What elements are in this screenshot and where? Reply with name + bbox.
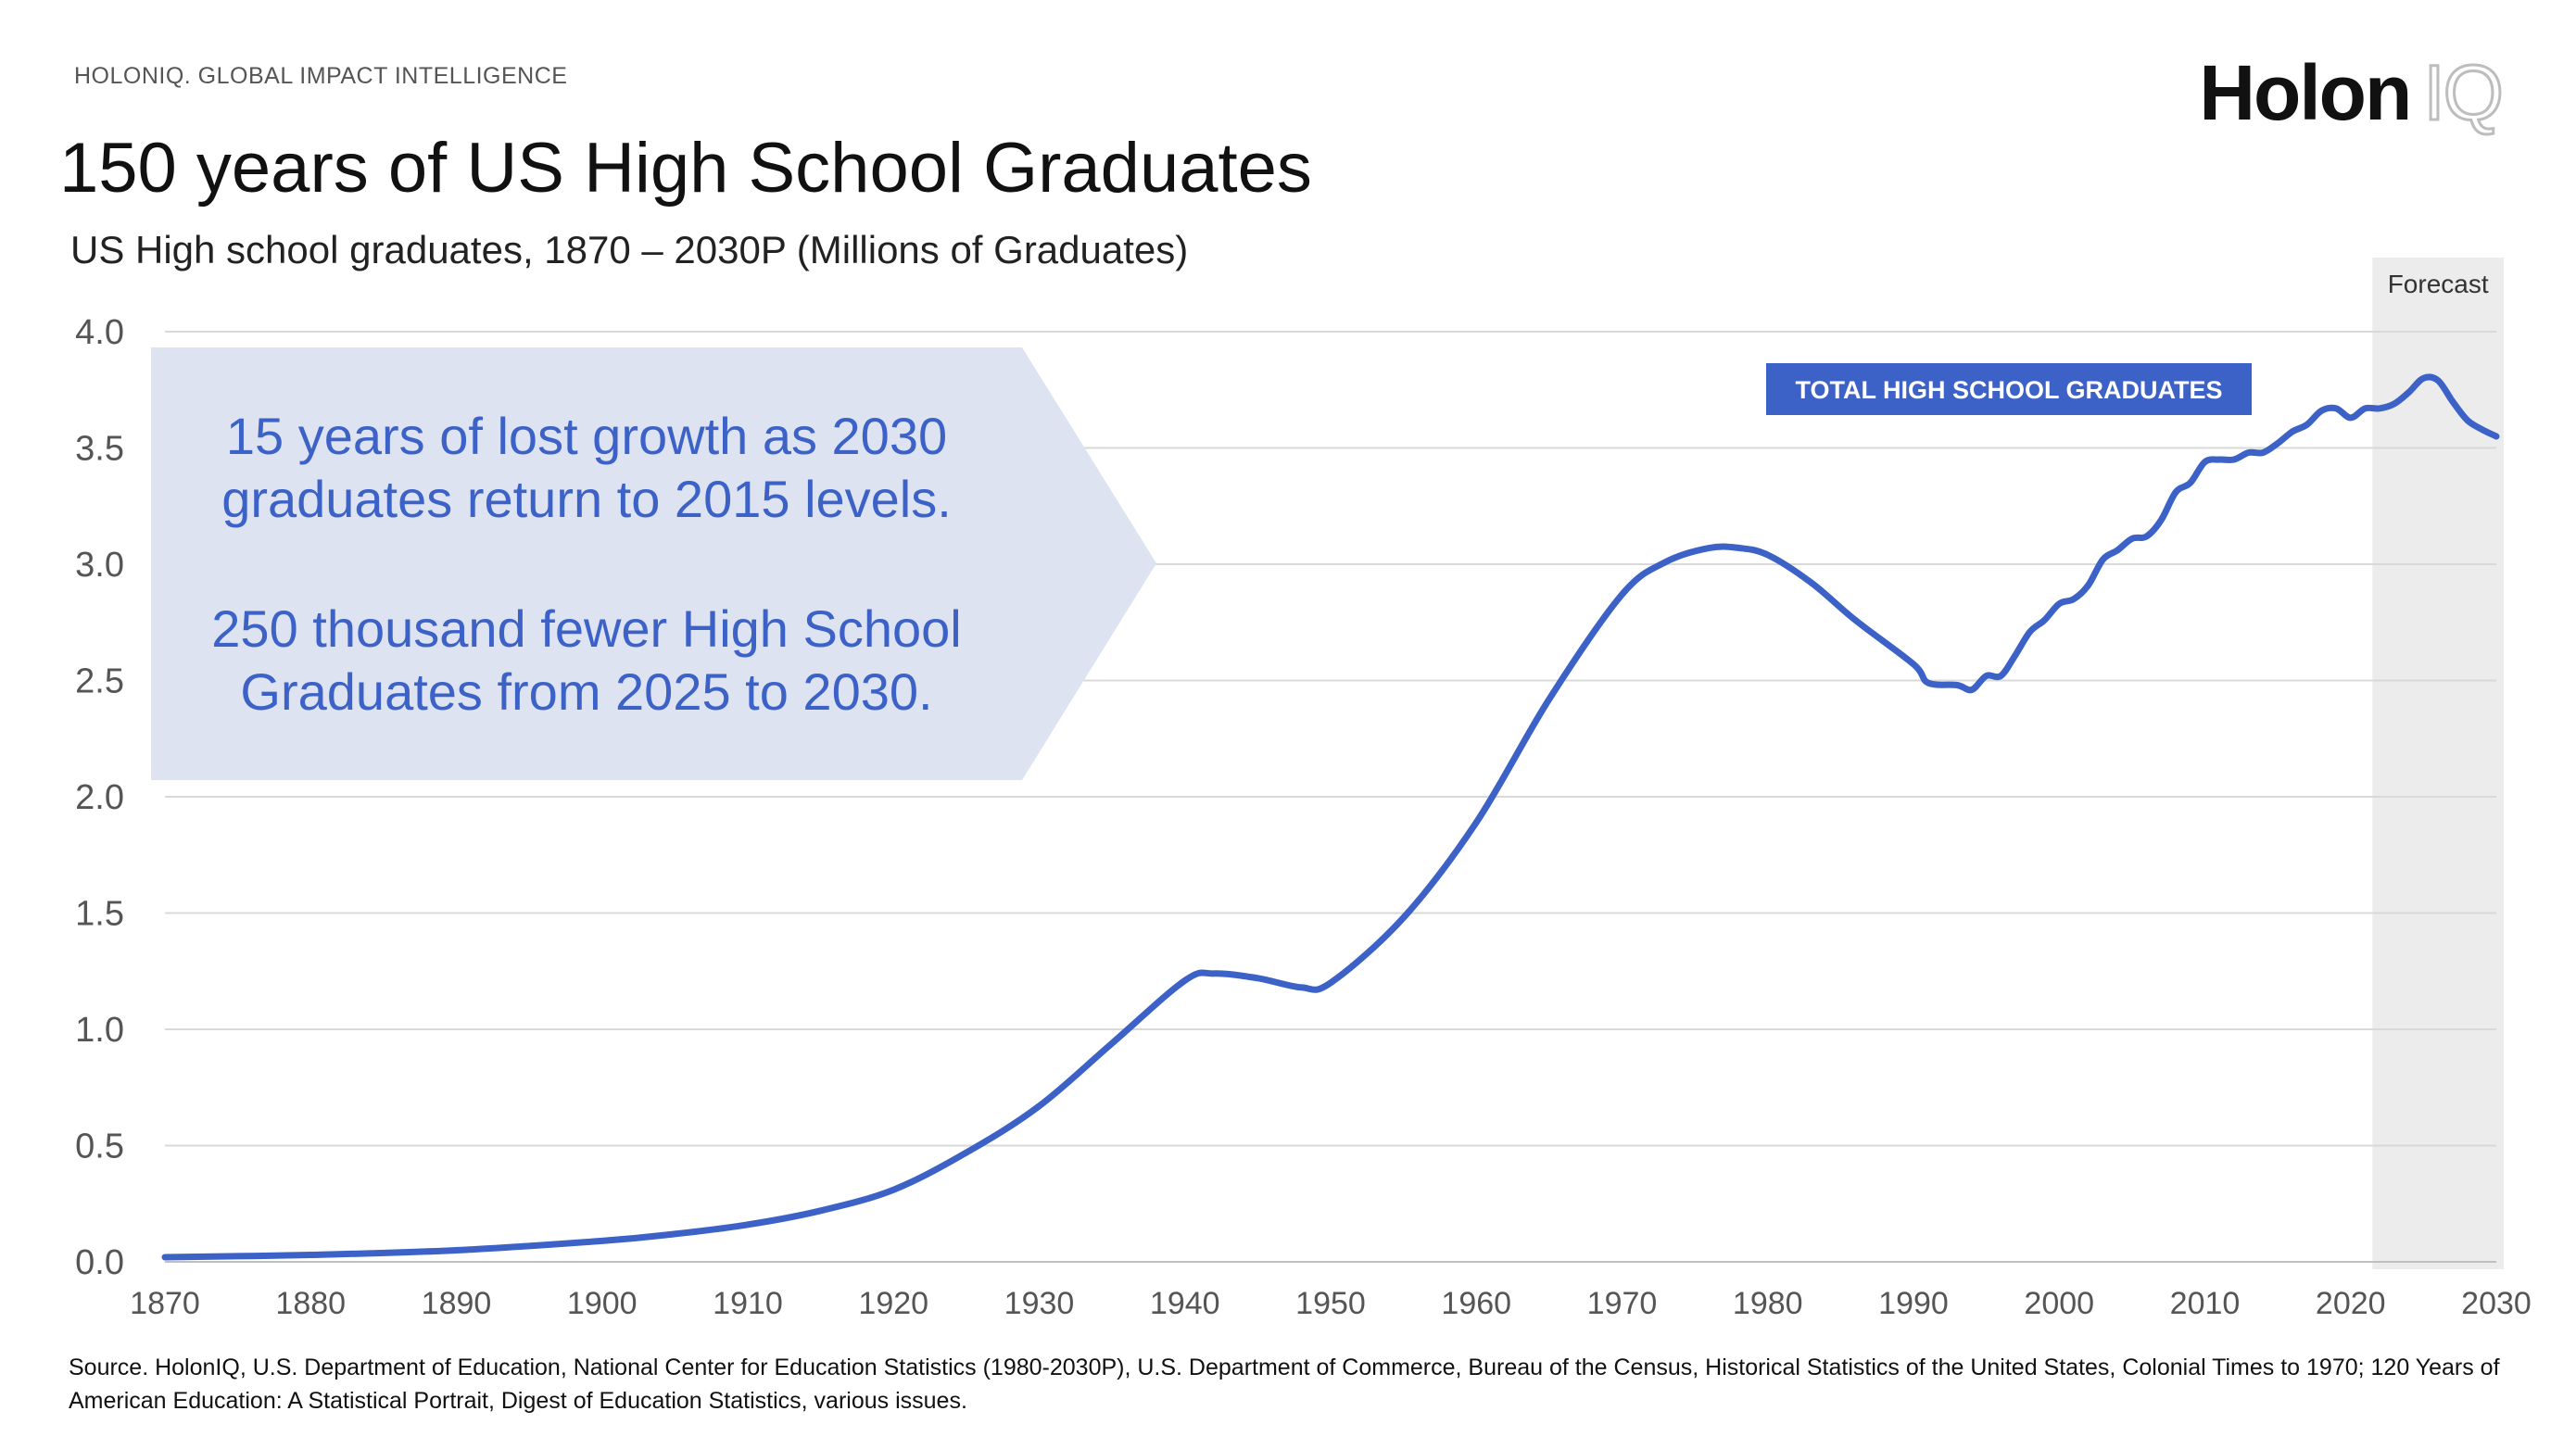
logo-holon: Holon — [2199, 49, 2412, 136]
y-tick-label: 2.0 — [75, 778, 124, 817]
callout-line-2: graduates return to 2015 levels. — [221, 470, 952, 528]
callout-box — [151, 347, 1156, 780]
callout-line-1: 15 years of lost growth as 2030 — [226, 407, 947, 465]
legend-label: TOTAL HIGH SCHOOL GRADUATES — [1795, 376, 2222, 404]
x-tick-label: 1930 — [1004, 1286, 1075, 1321]
x-tick-label: 1950 — [1295, 1286, 1366, 1321]
callout-line-3: 250 thousand fewer High School — [211, 599, 961, 658]
x-tick-label: 1900 — [567, 1286, 638, 1321]
y-tick-label: 3.0 — [75, 546, 124, 585]
kicker-text: HOLONIQ. GLOBAL IMPACT INTELLIGENCE — [74, 63, 568, 89]
source-note: Source. HolonIQ, U.S. Department of Educ… — [69, 1354, 2500, 1414]
x-tick-label: 1870 — [130, 1286, 200, 1321]
callout-line-4: Graduates from 2025 to 2030. — [240, 662, 932, 721]
y-tick-label: 1.5 — [75, 895, 124, 934]
page-title: 150 years of US High School Graduates — [59, 129, 1312, 208]
y-tick-label: 3.5 — [75, 430, 124, 469]
x-tick-label: 1880 — [275, 1286, 346, 1321]
forecast-label: Forecast — [2388, 270, 2489, 298]
legend-badge — [1766, 363, 2252, 415]
x-tick-label: 1960 — [1441, 1286, 1511, 1321]
x-tick-label: 2000 — [2024, 1286, 2094, 1321]
holoniq-logo: Holon IQ — [2199, 48, 2506, 138]
chart-subtitle: US High school graduates, 1870 – 2030P (… — [70, 228, 1189, 271]
x-tick-label: 1990 — [1878, 1286, 1949, 1321]
y-tick-label: 4.0 — [75, 313, 124, 352]
x-tick-label: 2010 — [2170, 1286, 2241, 1321]
y-tick-label: 0.0 — [75, 1243, 124, 1282]
x-tick-label: 2020 — [2316, 1286, 2386, 1321]
y-tick-label: 0.5 — [75, 1128, 124, 1166]
x-tick-label: 1920 — [858, 1286, 928, 1321]
x-tick-label: 1890 — [422, 1286, 492, 1321]
x-tick-label: 2030 — [2461, 1286, 2532, 1321]
x-tick-label: 1980 — [1733, 1286, 1803, 1321]
series-line-total-graduates — [161, 373, 2500, 1261]
x-tick-label: 1940 — [1150, 1286, 1220, 1321]
y-tick-label: 2.5 — [75, 662, 124, 701]
forecast-band — [2372, 258, 2504, 1269]
x-tick-label: 1970 — [1587, 1286, 1658, 1321]
x-tick-label: 1910 — [713, 1286, 783, 1321]
y-tick-label: 1.0 — [75, 1011, 124, 1050]
logo-iq: IQ — [2422, 48, 2506, 138]
